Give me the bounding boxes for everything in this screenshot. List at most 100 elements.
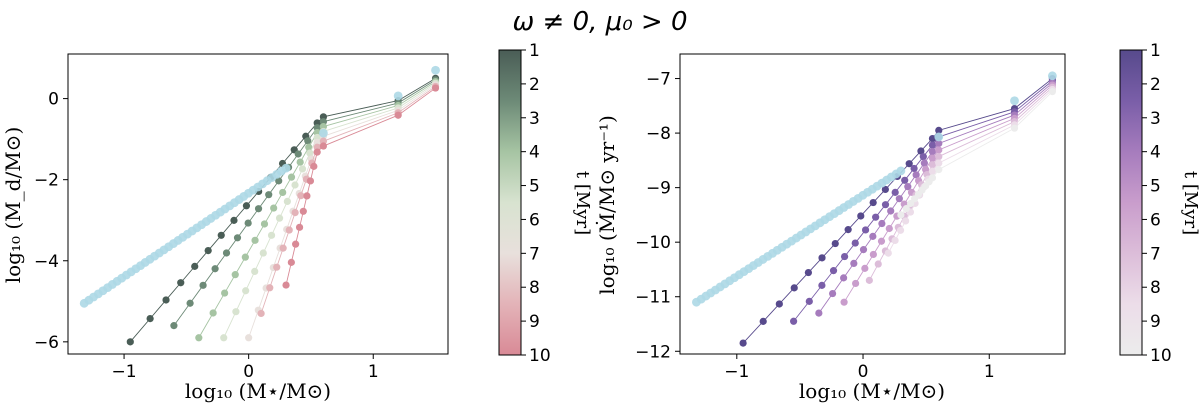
right-series-point-t5: [935, 152, 943, 161]
right-colorbar-tick-label: 9: [1150, 312, 1161, 332]
left-data-marks: [79, 65, 440, 346]
left-series-point-t4: [232, 308, 240, 316]
right-colorbar-tick-label: 4: [1150, 143, 1161, 163]
left-y-tick-label: −6: [34, 333, 59, 353]
right-colorbar-tick-label: 6: [1150, 210, 1161, 230]
right-series-point-t2: [881, 201, 890, 209]
right-series-point-t6: [935, 159, 943, 167]
right-series-point-t3: [869, 232, 877, 240]
right-colorbar-ticks: 1 2 3 4 5 6 7 8 9 10: [1142, 41, 1172, 366]
right-series-point-t1: [844, 226, 852, 234]
left-colorbar-tick-label: 1: [529, 41, 540, 61]
left-reference-point: [281, 163, 291, 173]
left-series-point-t3: [241, 253, 249, 261]
right-series-point-t2: [901, 176, 909, 184]
right-reference-point: [934, 132, 944, 142]
right-series-point-t4: [877, 237, 886, 245]
right-series-point-t1: [917, 147, 925, 155]
left-series-line-t3: [198, 81, 436, 339]
right-series-point-t2: [851, 239, 859, 247]
right-series-point-t2: [790, 317, 798, 325]
left-series-point-t6: [297, 192, 305, 200]
left-series-point-t7: [282, 281, 290, 289]
right-y-tick-label: −8: [646, 124, 671, 144]
right-series-point-t2: [829, 267, 838, 275]
left-series-point-t6: [266, 284, 274, 292]
right-series-point-t3: [815, 309, 823, 317]
left-series-point-t3: [287, 173, 296, 181]
left-series-point-t2: [304, 137, 312, 145]
left-series-point-t6: [291, 209, 299, 217]
right-series-point-t6: [884, 249, 892, 257]
right-series-point-t1: [790, 284, 798, 292]
left-series-point-t2: [254, 205, 263, 213]
left-series-point-t3: [251, 236, 259, 244]
left-series-point-t1: [162, 296, 170, 304]
left-series-point-t4: [242, 287, 250, 295]
left-reference-point: [393, 91, 403, 101]
right-x-tick-label: 0: [858, 362, 869, 382]
right-series-point-t2: [891, 188, 899, 196]
left-series-point-t6: [257, 309, 265, 318]
right-series-point-t4: [928, 154, 937, 162]
left-axis-ticks: −1 0 1 −6 −4 −2 0: [34, 90, 379, 382]
left-series-point-t3: [195, 334, 203, 342]
right-series-point-t7: [907, 199, 915, 208]
left-series-point-t1: [191, 262, 199, 270]
left-series-point-t3: [305, 143, 313, 151]
right-series-point-t3: [895, 195, 903, 203]
right-series-point-t3: [904, 183, 912, 191]
left-x-tick-label: 1: [368, 362, 379, 382]
left-series-point-t1: [230, 216, 238, 224]
right-colorbar: [1119, 49, 1143, 356]
left-y-tick-label: −2: [34, 171, 59, 191]
left-series-point-t7: [394, 111, 402, 119]
left-series-point-t5: [245, 334, 253, 342]
left-series-line-t7: [285, 87, 436, 286]
right-series-line-t5: [868, 86, 1053, 281]
left-colorbar-tick-label: 6: [529, 210, 540, 230]
right-x-axis-label: log₁₀ (M⋆/M⊙): [799, 379, 945, 403]
right-series-point-t7: [928, 174, 937, 182]
left-series-point-t4: [298, 165, 307, 173]
right-series-point-t4: [861, 264, 869, 272]
left-series-point-t4: [251, 267, 259, 276]
right-series-point-t6: [891, 236, 899, 245]
left-series-point-t7: [299, 207, 307, 215]
right-series-point-t3: [859, 246, 868, 254]
right-series-point-t4: [869, 250, 877, 259]
right-series-point-t1: [857, 212, 865, 220]
left-series-point-t3: [260, 220, 269, 228]
right-series-point-t5: [928, 161, 937, 169]
right-x-tick-label: −1: [724, 362, 749, 382]
right-colorbar-tick-label: 2: [1150, 75, 1161, 95]
right-colorbar-tick-label: 10: [1150, 346, 1172, 366]
right-series-point-t1: [759, 317, 767, 325]
left-series-point-t2: [170, 322, 178, 330]
left-series-point-t2: [199, 281, 207, 289]
left-colorbar-tick-label: 4: [529, 143, 540, 163]
figure-suptitle: ω ≠ 0, μ₀ > 0: [513, 7, 688, 37]
right-series-point-t1: [928, 134, 937, 143]
left-series-point-t3: [279, 188, 287, 197]
left-series-line-t5: [248, 84, 436, 338]
left-series-point-t4: [283, 197, 291, 205]
left-colorbar-ticks: 1 2 3 4 5 6 7 8 9 10: [521, 41, 551, 366]
right-colorbar-tick-label: 8: [1150, 278, 1161, 298]
left-series-point-t2: [244, 219, 252, 227]
right-series-point-t2: [928, 141, 937, 149]
right-series-point-t3: [928, 148, 937, 156]
right-y-tick-label: −12: [635, 342, 671, 362]
left-series-point-t1: [204, 246, 212, 255]
right-y-tick-label: −10: [635, 233, 671, 253]
left-series-point-t4: [291, 181, 299, 189]
right-y-tick-label: −9: [646, 179, 671, 199]
left-colorbar-tick-label: 7: [529, 244, 540, 264]
right-series-point-t3: [840, 274, 848, 282]
right-colorbar-label: t [Myr]: [1180, 171, 1200, 235]
left-series-point-t4: [306, 149, 314, 157]
left-y-tick-label: −4: [34, 252, 59, 272]
right-series-point-t2: [910, 164, 918, 173]
left-series-point-t7: [310, 162, 318, 170]
